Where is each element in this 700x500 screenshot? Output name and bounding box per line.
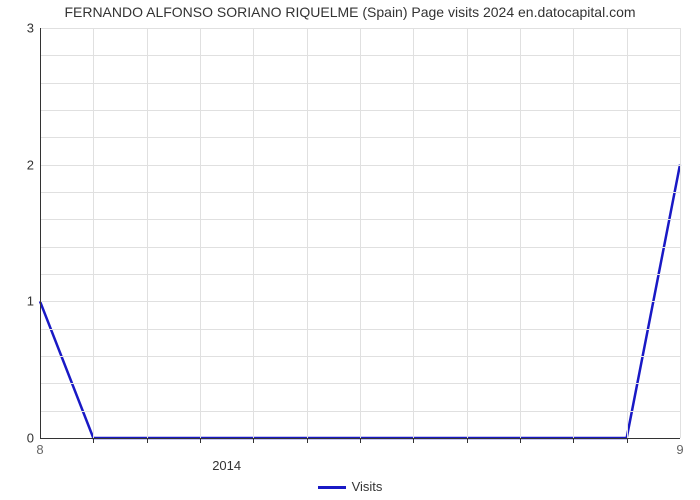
- grid-v: [413, 28, 414, 438]
- grid-v: [147, 28, 148, 438]
- chart-title: FERNANDO ALFONSO SORIANO RIQUELME (Spain…: [0, 4, 700, 20]
- grid-v: [253, 28, 254, 438]
- legend-label: Visits: [352, 479, 383, 494]
- y-tick-label: 2: [27, 157, 34, 172]
- grid-v: [307, 28, 308, 438]
- plot-area: 0123892014: [40, 28, 680, 438]
- x-primary-label: 2014: [212, 458, 241, 473]
- chart-container: FERNANDO ALFONSO SORIANO RIQUELME (Spain…: [0, 0, 700, 500]
- x-secondary-label: 8: [36, 442, 43, 457]
- legend-swatch: [318, 486, 346, 489]
- grid-v: [520, 28, 521, 438]
- x-axis-line: [40, 438, 680, 439]
- x-secondary-label: 9: [676, 442, 683, 457]
- y-tick-label: 0: [27, 431, 34, 446]
- grid-v: [573, 28, 574, 438]
- y-axis-line: [40, 28, 41, 438]
- y-tick-label: 1: [27, 294, 34, 309]
- grid-v: [93, 28, 94, 438]
- grid-v: [360, 28, 361, 438]
- grid-v: [467, 28, 468, 438]
- grid-v: [627, 28, 628, 438]
- legend: Visits: [0, 479, 700, 494]
- y-tick-label: 3: [27, 21, 34, 36]
- grid-v: [680, 28, 681, 438]
- grid-v: [200, 28, 201, 438]
